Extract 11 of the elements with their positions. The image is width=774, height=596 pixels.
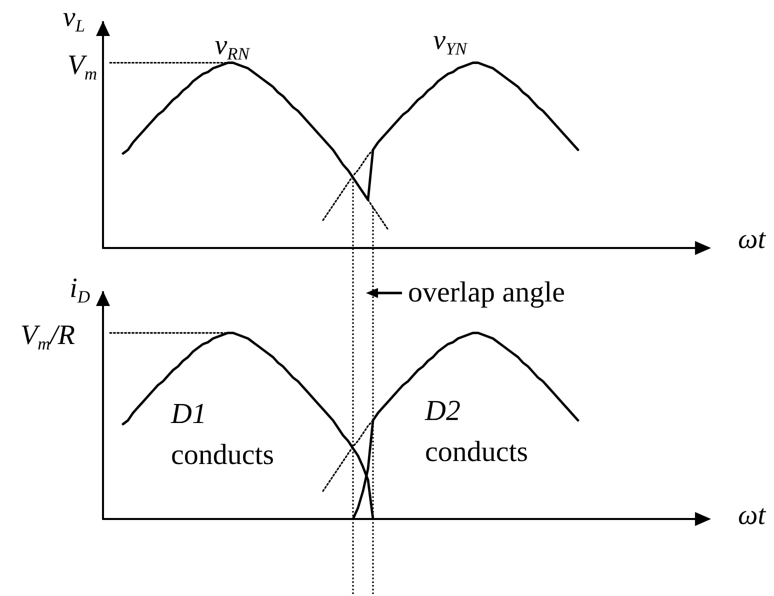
annotation: D2 conducts [425,394,528,468]
text: overlap angle [408,275,566,310]
x-axis-title: ωt [738,500,766,532]
annotation: v$_{RN}$ [214,30,250,64]
ref-line-label: V$_{m}$ [67,50,97,84]
y-axis-title: i$_{D}$ [70,272,90,306]
annotation: D1 conducts [171,398,274,471]
ref-line-label: V$_{m}$/R [20,320,75,354]
y-axis-title: v$_{L}$ [62,2,85,36]
text: v$_{YN}$ [433,24,467,58]
x-axis-title: ωt [738,224,766,256]
